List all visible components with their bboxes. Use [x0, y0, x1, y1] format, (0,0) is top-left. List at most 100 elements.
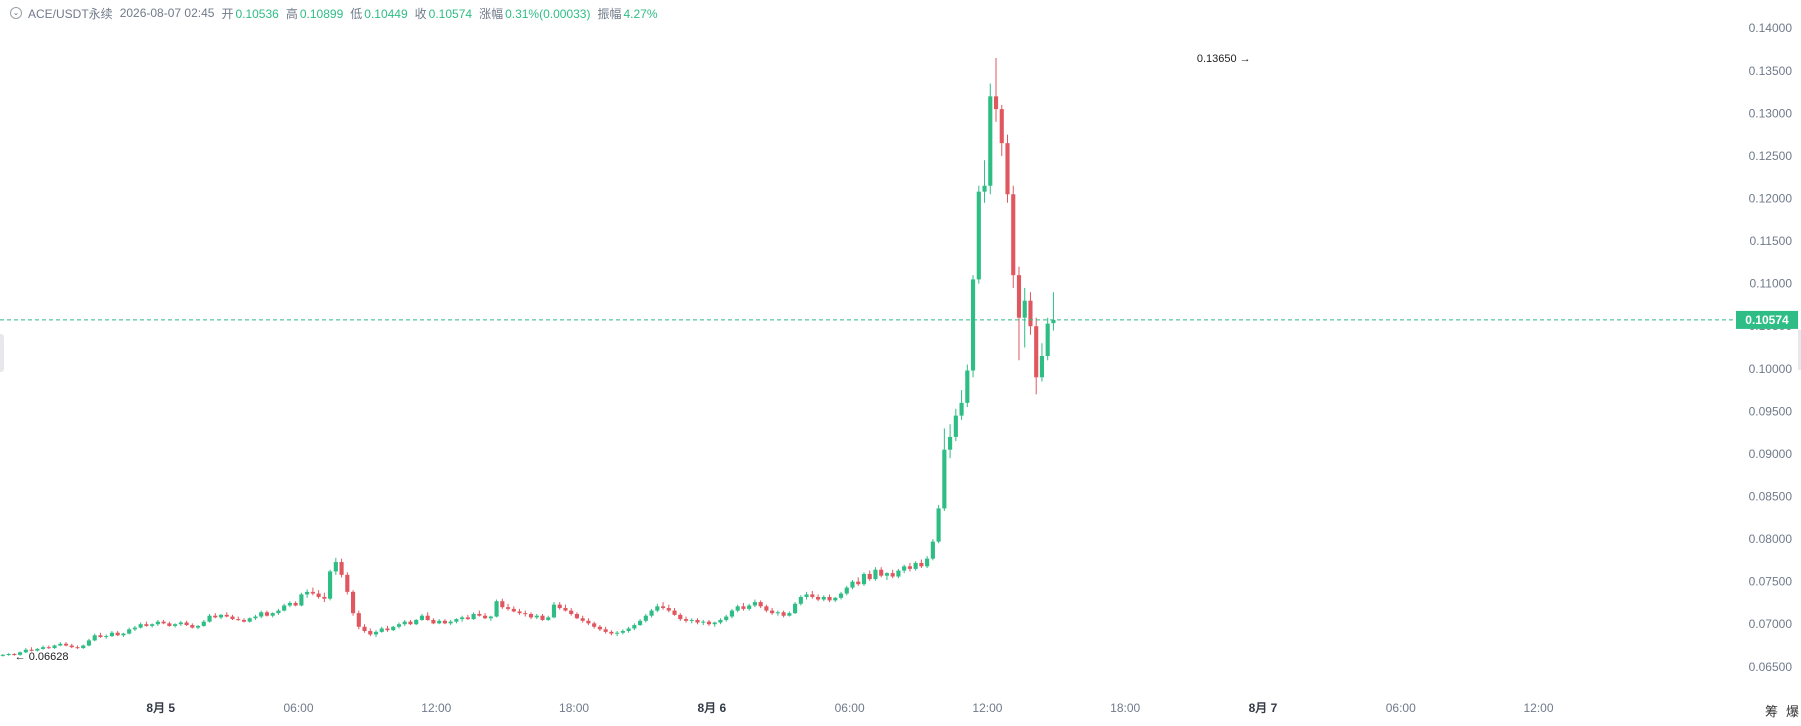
- candle-body: [873, 569, 878, 580]
- candle-body: [1022, 300, 1027, 318]
- candle-body: [362, 626, 367, 632]
- y-tick-label: 0.08000: [1749, 532, 1793, 546]
- chart-legend: ⌄ ACE/USDT永续 2026-08-07 02:45 开 0.10536 高…: [10, 4, 665, 22]
- x-tick-label: 06:00: [1386, 701, 1416, 715]
- price-axis[interactable]: 0.14000 0.13500 0.13000 0.12500 0.12000 0.115…: [1749, 21, 1793, 674]
- right-panel-handle[interactable]: [1798, 330, 1801, 370]
- candle-body: [563, 608, 568, 611]
- candle-body: [1028, 300, 1033, 327]
- y-tick-label: 0.13500: [1749, 64, 1793, 78]
- x-tick-label: 8月 5: [146, 701, 175, 715]
- time-axis[interactable]: 8月 5 06:00 12:00 18:00 8月 6 06:00 12:00 18:00 8月…: [146, 701, 1553, 715]
- candle-body: [270, 613, 275, 616]
- candle-body: [333, 562, 338, 572]
- candle-body: [718, 619, 723, 623]
- candle-body: [959, 402, 964, 416]
- candle-body: [448, 621, 453, 624]
- candle-body: [396, 624, 402, 627]
- candle-body: [460, 617, 465, 620]
- candle-body: [373, 631, 379, 635]
- candle-body: [592, 623, 597, 627]
- candle-body: [517, 611, 522, 614]
- symbol-label[interactable]: ACE/USDT永续: [28, 6, 113, 21]
- legend-open: 开 0.10536: [221, 5, 278, 22]
- candle-body: [276, 610, 281, 614]
- liquidation-button[interactable]: 爆: [1785, 704, 1799, 719]
- candle-body: [965, 370, 970, 403]
- candle-body: [649, 610, 654, 616]
- candle-body: [46, 647, 51, 649]
- candle-body: [155, 621, 160, 625]
- legend-high: 高 0.10899: [286, 5, 343, 22]
- candle-body: [810, 594, 815, 597]
- high-value: 0.10899: [299, 6, 344, 21]
- candle-body: [218, 614, 224, 618]
- candle-body: [632, 625, 637, 629]
- candle-body: [454, 619, 459, 622]
- candle-body: [844, 587, 849, 594]
- candle-body: [993, 96, 999, 110]
- candle-body: [861, 573, 867, 585]
- candle-body: [58, 643, 63, 646]
- candle-body: [0, 654, 5, 656]
- candle-body: [500, 601, 505, 608]
- change-label: 涨幅: [479, 6, 504, 21]
- candles-layer: [0, 58, 1056, 657]
- candle-body: [902, 566, 907, 571]
- candle-body: [505, 607, 511, 609]
- candle-body: [752, 602, 757, 606]
- y-tick-label: 0.14000: [1749, 21, 1793, 35]
- x-tick-label: 12:00: [1524, 701, 1554, 715]
- candle-body: [586, 620, 591, 624]
- change-value: 0.31%(0.00033): [505, 6, 591, 21]
- x-tick-label: 06:00: [835, 701, 865, 715]
- x-tick-label: 06:00: [284, 701, 314, 715]
- candle-body: [867, 573, 872, 580]
- left-panel-handle[interactable]: [0, 334, 4, 372]
- candle-body: [195, 625, 201, 628]
- legend-low: 低 0.10449: [350, 5, 407, 22]
- candle-body: [936, 508, 941, 542]
- candle-body: [890, 573, 895, 577]
- bottom-right-tools: 筹 爆: [1765, 701, 1799, 720]
- candle-body: [741, 606, 746, 609]
- candle-body: [793, 603, 798, 614]
- candle-body: [69, 645, 74, 648]
- amplitude-value: 4.27%: [623, 6, 658, 21]
- x-tick-label: 18:00: [1110, 701, 1140, 715]
- y-tick-label: 0.06500: [1749, 660, 1793, 674]
- chip-distribution-button[interactable]: 筹: [1764, 704, 1778, 719]
- candle-body: [92, 635, 97, 641]
- candle-body: [6, 654, 11, 656]
- candle-body: [907, 566, 912, 569]
- candle-body: [293, 602, 298, 606]
- candle-body: [259, 612, 264, 617]
- candle-body: [316, 593, 321, 597]
- y-tick-label: 0.09000: [1749, 447, 1793, 461]
- candle-body: [580, 618, 585, 621]
- candle-body: [712, 622, 717, 625]
- candle-body: [224, 614, 229, 617]
- candle-body: [408, 621, 413, 625]
- candle-body: [919, 562, 924, 567]
- candle-body: [638, 620, 643, 626]
- candle-body: [666, 608, 671, 611]
- candle-body: [167, 623, 172, 626]
- candle-body: [953, 415, 958, 437]
- candle-body: [379, 628, 384, 632]
- y-tick-label: 0.10000: [1749, 362, 1793, 376]
- candle-body: [787, 613, 792, 616]
- candle-body: [1011, 194, 1016, 276]
- candle-body: [207, 615, 212, 622]
- x-tick-label: 8月 7: [1249, 701, 1278, 715]
- candle-body: [511, 608, 516, 612]
- candle-body: [597, 626, 602, 630]
- candle-body: [620, 631, 625, 633]
- candle-body: [40, 647, 46, 649]
- candle-body: [729, 610, 735, 617]
- chevron-down-icon[interactable]: ⌄: [10, 7, 22, 19]
- legend-change: 涨幅 0.31%(0.00033): [479, 5, 590, 22]
- low-label: 低: [350, 6, 363, 21]
- legend-close: 收 0.10574: [415, 5, 472, 22]
